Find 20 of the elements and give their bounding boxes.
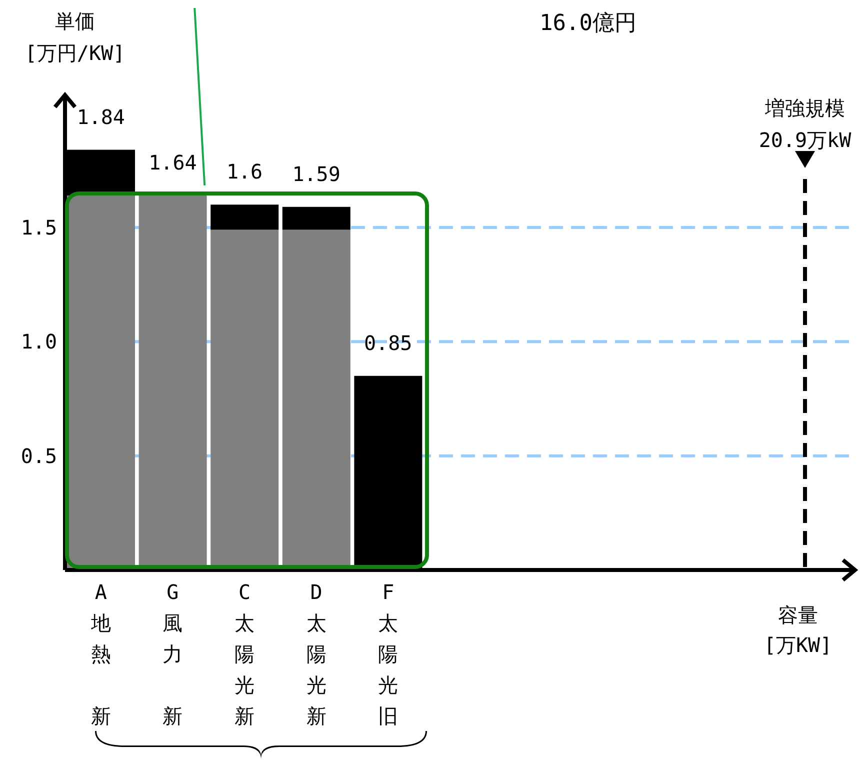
x-tick-label: D太陽光新 xyxy=(306,580,326,728)
total-label: 1.6 xyxy=(226,160,263,184)
y-tick-label: 1.0 xyxy=(20,330,57,354)
text: 容量 [万KW] xyxy=(764,603,832,657)
bar xyxy=(282,206,350,230)
category-label: A地熱新 xyxy=(90,580,111,728)
total-label: 0.85 xyxy=(364,330,412,355)
category-label: G風力新 xyxy=(162,580,183,728)
total-label: 1.64 xyxy=(148,150,197,174)
x-tick-label: F太陽光旧 xyxy=(378,580,398,728)
total-label: 1.59 xyxy=(292,162,340,186)
text: 20.9万kW xyxy=(758,128,852,152)
text: 16.0億円 xyxy=(540,11,636,36)
x-tick-label: C太陽光新 xyxy=(234,580,254,728)
y-tick-label: 1.5 xyxy=(20,216,57,240)
y-axis-title: 単価 [万円/KW] xyxy=(24,9,126,65)
text: 増強規模 xyxy=(764,96,845,120)
total-label: 1.84 xyxy=(76,104,125,129)
bar xyxy=(210,204,279,230)
y-tick-label: 0.5 xyxy=(20,444,57,468)
